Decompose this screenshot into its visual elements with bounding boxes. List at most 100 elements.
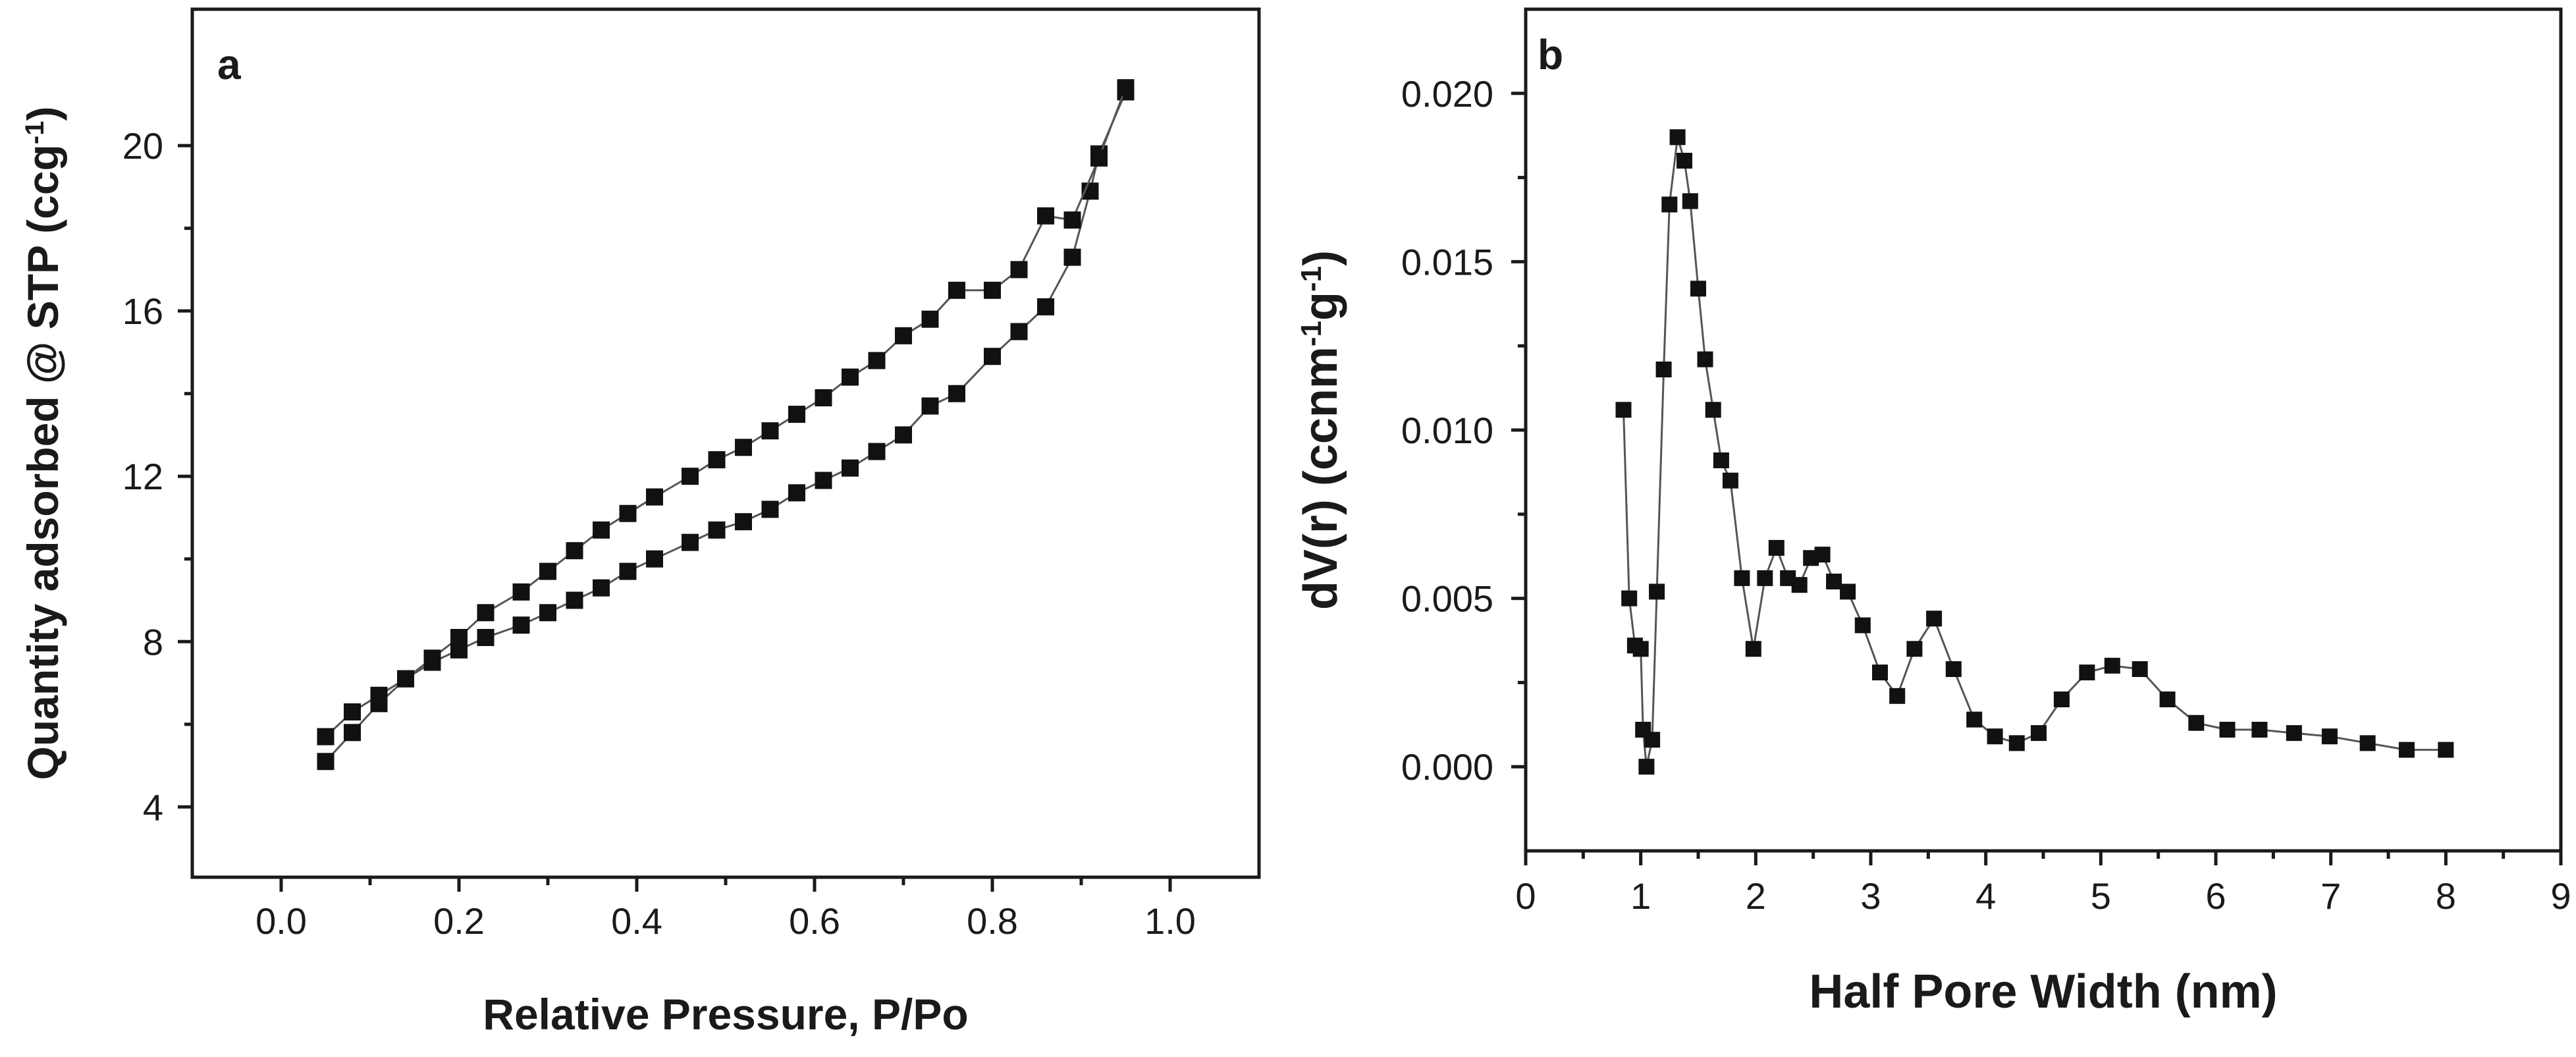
y-axis-title-a-superscript: -1 — [20, 121, 49, 145]
y-axis-title-b-superscript-2: -1 — [1295, 266, 1328, 292]
data-point-a-s1-25 — [1010, 323, 1028, 340]
data-point-b-s1-48 — [2359, 735, 2376, 751]
data-point-a-s2-14 — [708, 451, 726, 469]
data-point-b-s1-32 — [1926, 610, 1943, 627]
data-point-a-s1-17 — [788, 484, 805, 502]
data-point-a-s2-17 — [788, 406, 805, 423]
data-point-b-s1-34 — [1966, 711, 1983, 728]
data-point-a-s2-29 — [1117, 79, 1135, 97]
data-point-b-s1-1 — [1621, 590, 1638, 607]
data-point-a-s2-16 — [761, 422, 779, 440]
data-point-a-s2-21 — [895, 327, 912, 344]
data-point-a-s2-7 — [512, 583, 530, 601]
x-tick-label-a: 1.0 — [1144, 900, 1196, 942]
data-point-a-s2-2 — [370, 686, 388, 704]
data-point-a-s1-16 — [761, 501, 779, 518]
data-point-b-s1-0 — [1615, 402, 1632, 418]
data-point-a-s2-9 — [566, 542, 583, 560]
data-point-a-s1-12 — [646, 550, 663, 568]
y-axis-title-b-close: ) — [1295, 250, 1347, 266]
data-point-a-s1-22 — [921, 397, 939, 415]
y-axis-title-a-close: ) — [18, 107, 67, 121]
data-point-b-s1-44 — [2219, 722, 2236, 738]
data-point-a-s2-19 — [842, 368, 859, 386]
data-point-b-s1-37 — [2031, 725, 2047, 742]
x-tick-label-b: 7 — [2321, 875, 2341, 917]
data-point-b-s1-35 — [1987, 728, 2003, 745]
data-point-b-s1-26 — [1826, 574, 1842, 589]
data-point-b-s1-20 — [1757, 570, 1773, 586]
data-point-b-s1-15 — [1705, 402, 1721, 418]
data-point-a-s2-28 — [1090, 149, 1108, 167]
data-point-b-s1-29 — [1872, 664, 1888, 681]
series-group-a — [317, 79, 1135, 771]
x-tick-label-b: 3 — [1860, 875, 1881, 917]
series-line-b-1 — [1623, 136, 2446, 767]
data-point-a-s2-18 — [815, 389, 832, 406]
data-point-b-s1-36 — [2008, 735, 2025, 751]
data-point-b-s1-45 — [2251, 722, 2268, 738]
data-point-b-s1-19 — [1745, 641, 1761, 657]
y-tick-label-a: 20 — [122, 125, 163, 167]
data-point-a-s2-4 — [423, 649, 441, 667]
y-axis-title-b-g: g — [1295, 292, 1347, 321]
x-tick-label-b: 9 — [2550, 875, 2571, 917]
data-point-a-s2-24 — [984, 281, 1001, 299]
x-tick-labels-a: 0.0 0.2 0.4 0.6 0.8 1.0 — [255, 900, 1196, 942]
y-axis-title-b-main: dV(r) (ccnm — [1295, 346, 1347, 610]
x-tick-label-a: 0.0 — [255, 900, 307, 942]
tick-marks-b — [1511, 92, 2563, 865]
data-point-a-s2-13 — [682, 468, 699, 485]
panel-label-a: a — [217, 41, 241, 88]
data-point-a-s2-25 — [1010, 261, 1028, 279]
y-axis-title-b: dV(r) (ccnm-1g-1) — [1295, 250, 1347, 610]
data-point-b-s1-17 — [1722, 472, 1738, 489]
data-point-a-s1-10 — [593, 579, 610, 597]
data-point-a-s1-18 — [815, 472, 832, 489]
data-point-b-s1-13 — [1690, 281, 1706, 297]
data-point-b-s1-38 — [2053, 691, 2070, 707]
data-point-a-s1-26 — [1037, 298, 1054, 315]
data-point-b-s1-31 — [1906, 641, 1923, 657]
data-point-a-s2-26 — [1037, 207, 1054, 225]
data-point-b-s1-10 — [1669, 129, 1686, 146]
data-point-b-s1-43 — [2188, 715, 2205, 731]
data-point-a-s1-20 — [868, 443, 886, 460]
data-point-b-s1-33 — [1945, 661, 1962, 677]
series-line-a-2 — [325, 87, 1127, 738]
data-point-a-s1-27 — [1063, 248, 1081, 266]
y-tick-label-b: 0.000 — [1401, 746, 1493, 788]
data-point-b-s1-23 — [1791, 577, 1808, 593]
y-tick-label-b: 0.005 — [1401, 578, 1493, 620]
data-point-a-s1-23 — [948, 385, 965, 402]
data-point-b-s1-21 — [1768, 539, 1784, 556]
data-point-b-s1-5 — [1638, 759, 1655, 775]
data-point-a-s1-9 — [566, 591, 583, 609]
data-point-a-s2-8 — [539, 562, 556, 580]
x-tick-label-b: 0 — [1515, 875, 1536, 917]
data-point-b-s1-6 — [1644, 732, 1661, 748]
x-tick-label-b: 1 — [1630, 875, 1651, 917]
y-tick-label-a: 16 — [122, 290, 163, 332]
data-point-b-s1-25 — [1814, 547, 1831, 563]
data-point-b-s1-46 — [2286, 725, 2302, 742]
plot-frame-a — [190, 7, 1261, 879]
y-tick-label-a: 8 — [143, 621, 163, 663]
data-point-a-s2-20 — [868, 352, 886, 369]
chart-panel-b: b 0 1 2 3 4 5 6 7 8 9 0.000 0.005 0.010 0.015 0.020 H… — [1295, 7, 2571, 1018]
data-point-b-s1-7 — [1649, 583, 1665, 600]
data-point-a-s1-8 — [539, 604, 556, 622]
data-point-b-s1-16 — [1713, 452, 1729, 468]
data-point-a-s2-6 — [477, 604, 495, 622]
data-point-b-s1-3 — [1632, 641, 1649, 657]
x-tick-label-a: 0.2 — [433, 900, 485, 942]
data-point-a-s1-11 — [619, 562, 637, 580]
data-point-a-s2-5 — [450, 629, 468, 646]
series-group-b — [1615, 129, 2454, 775]
panel-label-b: b — [1538, 31, 1563, 78]
data-point-a-s2-0 — [317, 728, 335, 745]
data-point-a-s1-13 — [682, 533, 699, 551]
x-tick-label-b: 6 — [2205, 875, 2226, 917]
data-point-a-s1-0 — [317, 753, 335, 771]
